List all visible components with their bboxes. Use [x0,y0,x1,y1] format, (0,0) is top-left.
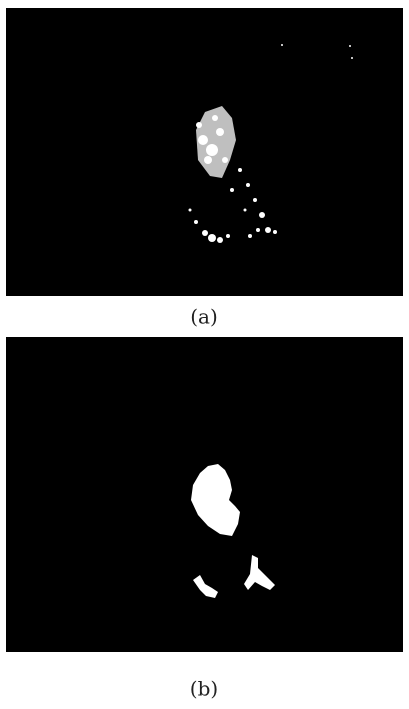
panel-a: (a) [6,8,403,329]
page: (a) (b) (() => { const data = JSON.parse… [0,0,409,709]
panel-b: (b) [6,337,403,701]
caption-a: (a) [190,305,218,329]
caption-b: (b) [190,677,218,701]
figure: (a) (b) [0,0,409,709]
